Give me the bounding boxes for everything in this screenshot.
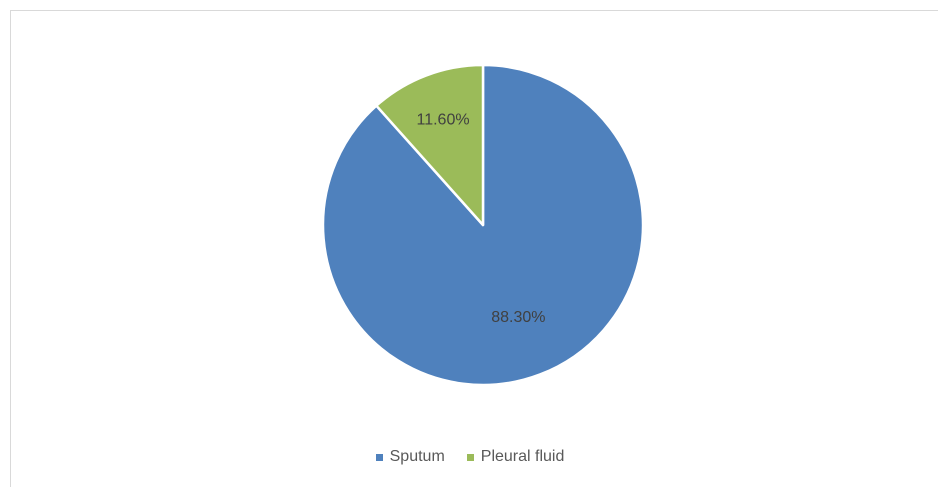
legend-swatch-pleural-fluid <box>466 453 474 461</box>
data-label-pleural-fluid: 11.60% <box>417 112 470 129</box>
legend-swatch-sputum <box>375 453 383 461</box>
data-label-sputum: 88.30% <box>491 309 545 326</box>
legend-item-sputum: Sputum <box>375 448 445 466</box>
legend-label-pleural-fluid: Pleural fluid <box>480 448 565 465</box>
legend-label-sputum: Sputum <box>389 448 445 465</box>
pie-slice-pleural-fluid <box>375 63 485 227</box>
chart-legend: Sputum Pleural fluid <box>0 448 940 466</box>
legend-item-pleural-fluid: Pleural fluid <box>466 448 565 466</box>
